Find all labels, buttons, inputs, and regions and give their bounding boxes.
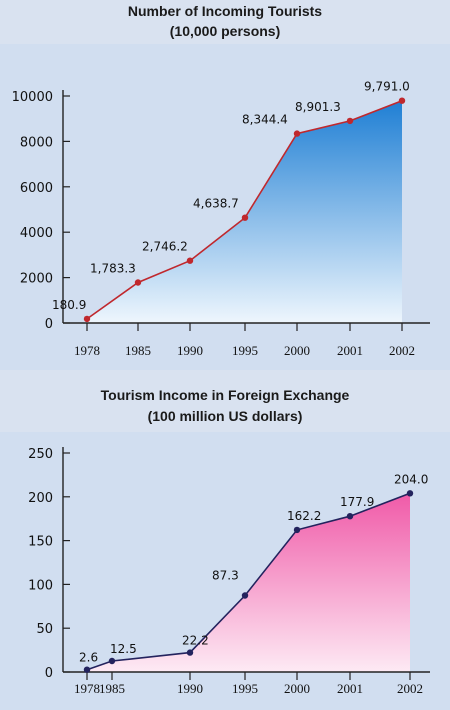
chart2-data-point xyxy=(108,657,116,665)
chart2-ytick-label: 150 xyxy=(28,535,53,550)
chart2-ytick-label: 0 xyxy=(45,666,53,681)
chart1-data-label: 1,783.3 xyxy=(90,262,136,276)
chart1-xtick-label: 1978 xyxy=(74,343,100,358)
chart1-data-point xyxy=(186,257,194,264)
chart1-data-label: 9,791.0 xyxy=(364,80,410,94)
chart2-data-point xyxy=(186,649,194,656)
chart1-xtick-label: 1985 xyxy=(125,343,151,358)
chart2-data-label: 87.3 xyxy=(212,569,239,583)
chart2-xtick-label: 1990 xyxy=(177,681,203,696)
chart2-xtick-label: 1995 xyxy=(232,681,258,696)
chart1-data-label: 2,746.2 xyxy=(142,240,188,254)
chart2-xtick-label: 1978 xyxy=(74,681,100,696)
chart2-data-label: 162.2 xyxy=(287,509,321,523)
chart1-data-point xyxy=(346,117,354,125)
chart2-xtick-label: 2000 xyxy=(284,681,310,696)
chart1-data-label: 4,638.7 xyxy=(193,197,239,211)
chart1-xtick-label: 2000 xyxy=(284,343,310,358)
chart1-ytick-label: 10000 xyxy=(12,90,53,105)
chart2-data-label: 177.9 xyxy=(340,495,374,509)
chart1-data-label: 8,901.3 xyxy=(295,100,341,114)
chart2-data-point xyxy=(241,592,249,599)
chart1-data-point xyxy=(398,97,406,104)
chart1-xtick-label: 1990 xyxy=(177,343,203,358)
chart2-area-fill xyxy=(87,493,410,672)
chart2-xtick-label: 2002 xyxy=(397,681,423,696)
chart1-data-point xyxy=(241,214,249,221)
chart1-subtitle: (10,000 persons) xyxy=(169,23,281,39)
chart2-ytick-label: 100 xyxy=(28,578,53,593)
chart1-data-point xyxy=(83,315,91,323)
chart2-title: Tourism Income in Foreign Exchange xyxy=(100,387,350,403)
chart1-xtick-label: 1995 xyxy=(232,343,258,358)
chart1-data-point xyxy=(134,279,142,286)
chart2-ytick-label: 50 xyxy=(36,622,53,637)
chart2-data-point xyxy=(406,490,414,497)
chart1-ytick-label: 8000 xyxy=(20,135,53,150)
chart2-xtick-label: 2001 xyxy=(337,681,363,696)
chart2-data-point xyxy=(83,666,91,673)
chart2-subtitle: (100 million US dollars) xyxy=(147,408,303,424)
chart1-ytick-label: 6000 xyxy=(20,181,53,196)
chart2-ytick-label: 250 xyxy=(28,447,53,462)
chart1-data-label: 8,344.4 xyxy=(242,113,288,127)
chart1-xtick-label: 2002 xyxy=(389,343,415,358)
chart1-title: Number of Incoming Tourists xyxy=(127,3,323,19)
chart1-ytick-label: 4000 xyxy=(20,226,53,241)
chart1-xtick-label: 2001 xyxy=(337,343,363,358)
chart2-data-label: 2.6 xyxy=(79,651,98,665)
chart1-data-point xyxy=(293,130,301,137)
chart1-area-fill xyxy=(87,100,402,323)
chart2-data-label: 204.0 xyxy=(394,472,428,486)
chart1-ytick-label: 0 xyxy=(45,317,53,332)
chart1-ytick-label: 2000 xyxy=(20,272,53,287)
chart2-data-point xyxy=(293,526,301,534)
chart2-ytick-label: 200 xyxy=(28,491,53,506)
chart2-data-label: 22.2 xyxy=(182,634,209,648)
chart2-data-point xyxy=(346,513,354,520)
chart1-data-label: 180.9 xyxy=(52,298,86,312)
chart2-xtick-label: 1985 xyxy=(99,681,125,696)
chart2-data-label: 12.5 xyxy=(110,642,137,656)
